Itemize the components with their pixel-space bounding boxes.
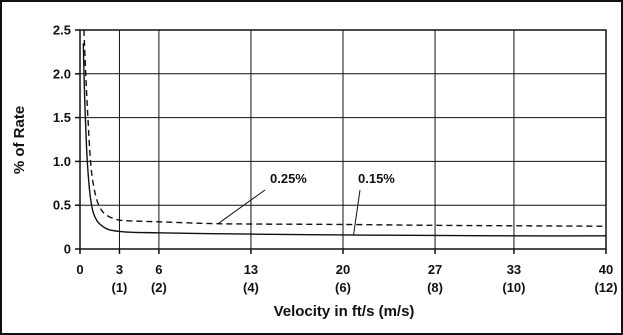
x-tick-sublabel: (8)	[427, 280, 443, 295]
y-tick-label: 1.5	[53, 110, 71, 125]
annotation-leader	[353, 189, 361, 236]
grid	[75, 29, 607, 254]
plot-frame	[79, 29, 607, 250]
x-axis-label: Velocity in ft/s (m/s)	[274, 303, 415, 320]
x-tick-sublabel: (12)	[594, 280, 617, 295]
y-tick-label: 0	[64, 242, 71, 257]
x-tick-label: 27	[428, 262, 442, 277]
x-tick-label: 6	[155, 262, 162, 277]
y-tick-label: 2.0	[53, 66, 71, 81]
annotations: 0.25% 0.15%	[217, 171, 395, 236]
tick-labels: 0 0.5 1.0 1.5 2.0 2.5 0 3 (1) 6 (2) 13 (4) 20 (6) 27 (8)…	[53, 23, 618, 296]
annotation-label: 0.15%	[358, 171, 395, 186]
series-line-solid	[82, 43, 607, 237]
x-tick-label: 40	[599, 262, 613, 277]
y-tick-label: 2.5	[53, 23, 71, 38]
x-tick-label: 13	[244, 262, 258, 277]
series-group	[82, 29, 607, 237]
x-tick-label: 33	[507, 262, 521, 277]
series-line-dashed	[83, 29, 607, 227]
annotation-label: 0.25%	[270, 171, 307, 186]
x-tick-sublabel: (10)	[502, 280, 525, 295]
x-tick-label: 3	[116, 262, 123, 277]
x-tick-label: 0	[76, 262, 83, 277]
y-tick-label: 1.0	[53, 154, 71, 169]
y-axis-label: % of Rate	[11, 106, 28, 174]
annotation-leader	[217, 189, 266, 225]
x-tick-sublabel: (4)	[243, 280, 259, 295]
x-tick-label: 20	[336, 262, 350, 277]
x-tick-sublabel: (2)	[151, 280, 167, 295]
y-tick-label: 0.5	[53, 198, 71, 213]
x-tick-sublabel: (1)	[112, 280, 128, 295]
x-tick-sublabel: (6)	[335, 280, 351, 295]
